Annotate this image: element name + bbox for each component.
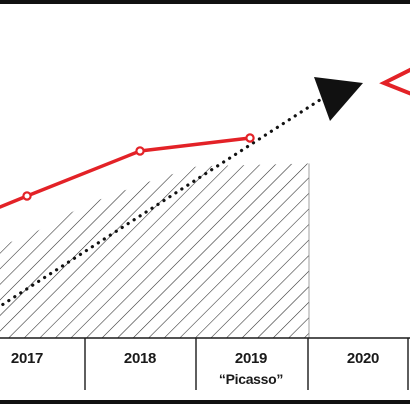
hatched-area: [0, 163, 309, 338]
red-line-layer: [0, 67, 410, 209]
dotted-trend-line: [0, 94, 328, 309]
category-note: “Picasso”: [219, 371, 283, 387]
category-label: 2017: [11, 350, 43, 367]
red-series-marker: [135, 146, 145, 156]
chart-svg: 2017 2018 2019 “Picasso” 2020: [0, 67, 410, 390]
category-axis: [0, 337, 410, 390]
category-labels: 2017 2018 2019 “Picasso” 2020: [11, 350, 379, 387]
red-series-line: [0, 136, 252, 209]
offscreen-triangle-marker: [379, 67, 410, 96]
category-label: 2020: [347, 350, 379, 367]
hatched-region: [0, 163, 310, 338]
red-series-marker: [22, 191, 32, 201]
category-label: 2018: [124, 350, 156, 367]
trend-arrowhead: [314, 77, 363, 121]
red-series-marker: [245, 133, 255, 143]
category-label: 2019: [235, 350, 267, 367]
dotted-trend-layer: [0, 77, 363, 309]
